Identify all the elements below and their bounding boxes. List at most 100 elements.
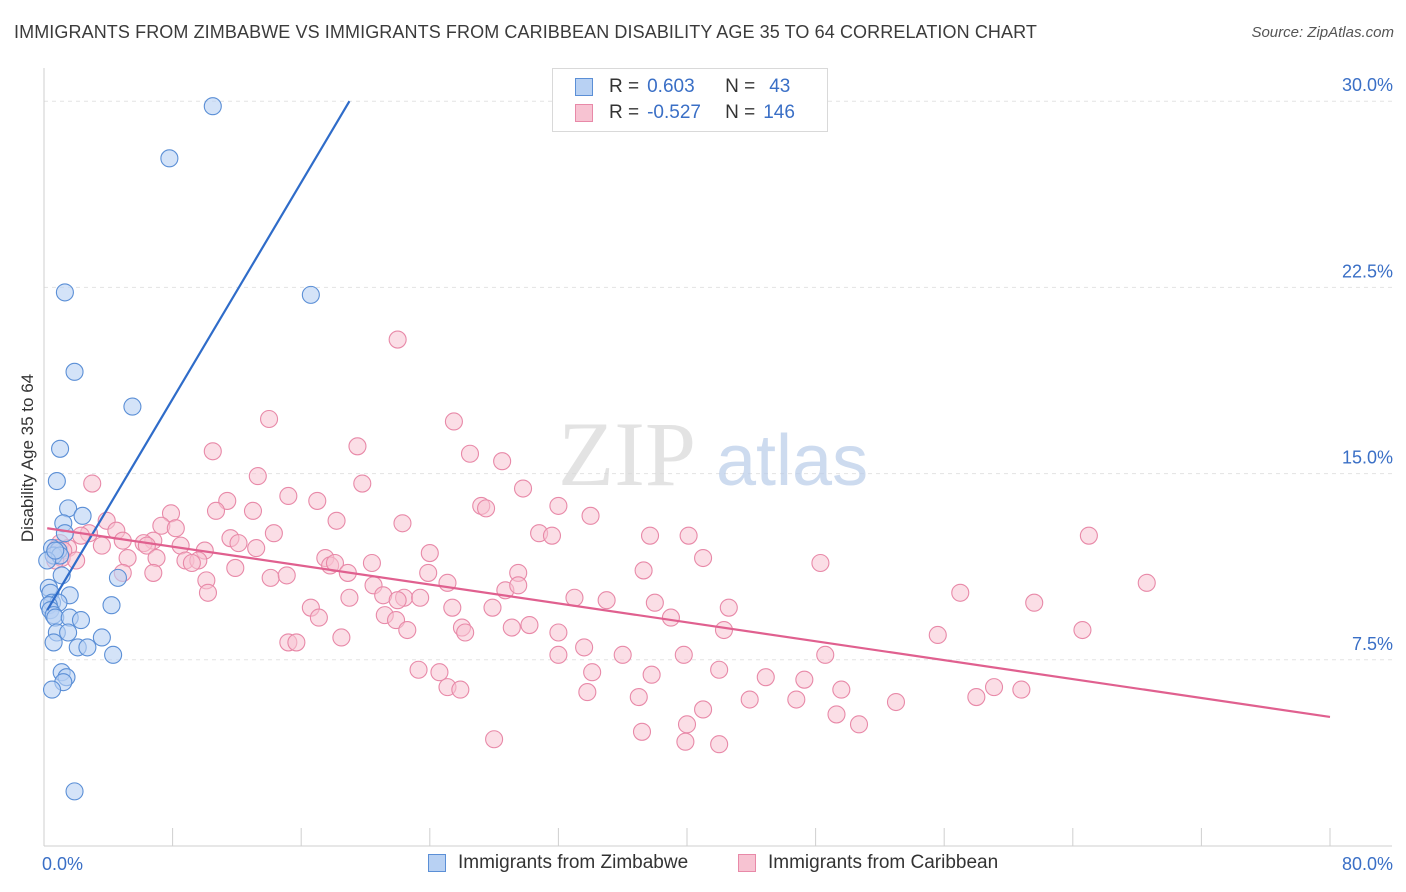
caribbean-point (398, 620, 417, 640)
caribbean-point (483, 598, 502, 617)
caribbean-point (430, 663, 449, 682)
bottom-legend-caribbean: Immigrants from Caribbean (738, 852, 998, 874)
y-tick-label: 15.0% (1342, 448, 1393, 468)
caribbean-point (634, 561, 653, 580)
caribbean-point (694, 548, 713, 568)
caribbean-point (549, 496, 568, 515)
trend-lines (46, 100, 1331, 718)
caribbean-point (92, 536, 111, 555)
caribbean-point (203, 442, 222, 461)
caribbean-point (581, 506, 600, 525)
zimbabwe-point (108, 568, 127, 587)
caribbean-swatch (575, 104, 593, 122)
caribbean-point (632, 722, 652, 741)
caribbean-point (388, 591, 407, 610)
x-tick-label: 0.0% (42, 854, 83, 874)
watermark: ZIP atlas (558, 403, 868, 505)
caribbean-point (243, 501, 263, 520)
legend-row-caribbean: R = -0.527 N = 146 (575, 100, 795, 126)
zimbabwe-point (123, 397, 142, 416)
zimbabwe-point (104, 645, 123, 664)
caribbean-point (1073, 620, 1092, 640)
caribbean-point (248, 467, 267, 486)
gridlines (44, 100, 1392, 661)
caribbean-point (166, 519, 185, 538)
caribbean-point (443, 598, 462, 617)
caribbean-point (886, 692, 906, 712)
caribbean-point (259, 409, 279, 429)
caribbean-point (451, 680, 470, 699)
caribbean-point (147, 548, 166, 568)
caribbean-point (642, 665, 661, 684)
caribbean-point (327, 511, 346, 530)
caribbean-point (144, 563, 163, 582)
caribbean-point (456, 623, 475, 642)
caribbean-point (460, 444, 480, 463)
zimbabwe-point (55, 524, 74, 543)
axes (43, 68, 1392, 847)
chart-title: IMMIGRANTS FROM ZIMBABWE VS IMMIGRANTS F… (14, 22, 1037, 42)
caribbean-point (542, 526, 562, 545)
caribbean-point (849, 715, 869, 734)
n-value: 146 (763, 102, 795, 123)
zimbabwe-point (42, 680, 62, 699)
caribbean-point (182, 553, 201, 573)
caribbean-point (719, 598, 738, 617)
caribbean-point (477, 499, 496, 518)
caribbean-point (827, 705, 846, 724)
caribbean-point (444, 412, 463, 431)
caribbean-point (279, 486, 298, 506)
zimbabwe-points (38, 97, 320, 801)
caribbean-point (694, 700, 713, 719)
caribbean-point (1012, 680, 1031, 699)
zimbabwe-point (301, 285, 320, 304)
caribbean-point (816, 645, 835, 664)
caribbean-point (676, 732, 695, 751)
caribbean-point (388, 330, 407, 349)
correlation-legend: R = 0.603 N = 43 R = -0.527 N = 146 (552, 68, 828, 132)
source-label: Source: ZipAtlas.com (1251, 24, 1394, 41)
zimbabwe-point (65, 782, 84, 801)
caribbean-point (740, 690, 759, 709)
zimbabwe-point (73, 506, 92, 525)
caribbean-point (411, 588, 430, 607)
zimbabwe-point (78, 638, 97, 657)
zimbabwe-point (71, 611, 91, 630)
caribbean-point (967, 687, 986, 707)
caribbean-point (661, 608, 680, 627)
caribbean-point (629, 687, 648, 707)
caribbean-point (348, 437, 367, 456)
caribbean-point (679, 526, 698, 545)
caribbean-point (420, 544, 439, 563)
zimbabwe-point (203, 97, 222, 116)
y-tick-label: 7.5% (1352, 634, 1393, 654)
caribbean-point (565, 588, 584, 607)
caribbean-point (206, 501, 226, 520)
caribbean-point (409, 660, 428, 679)
caribbean-point (1137, 573, 1156, 592)
caribbean-point (393, 514, 412, 533)
caribbean-point (83, 474, 102, 493)
caribbean-point (710, 660, 729, 679)
caribbean-point (493, 452, 512, 471)
caribbean-point (247, 539, 266, 558)
caribbean-point (261, 568, 280, 587)
caribbean-points (46, 330, 1156, 754)
y-axis-label: Disability Age 35 to 64 (18, 373, 37, 543)
caribbean-point (640, 526, 660, 545)
zimbabwe-point (160, 149, 179, 168)
caribbean-point (795, 670, 814, 689)
caribbean-point (597, 591, 616, 610)
caribbean-point (520, 616, 539, 635)
tick-labels: 7.5% 15.0% 22.5% 30.0% 0.0% 80.0% (42, 75, 1393, 874)
zimbabwe-legend-swatch (428, 854, 446, 872)
caribbean-point (549, 623, 568, 642)
caribbean-point (502, 618, 521, 637)
zimbabwe-trend-line (46, 100, 351, 611)
caribbean-point (485, 730, 504, 749)
caribbean-point (509, 576, 528, 595)
caribbean-point (578, 683, 597, 702)
caribbean-legend-label: Immigrants from Caribbean (768, 852, 999, 873)
caribbean-trend-line (47, 527, 1331, 718)
caribbean-point (984, 678, 1004, 697)
